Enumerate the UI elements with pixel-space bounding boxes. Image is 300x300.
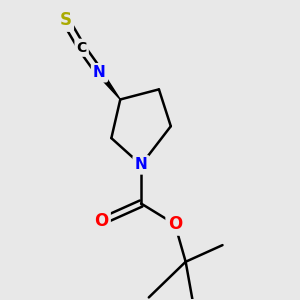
Text: N: N: [135, 158, 148, 172]
Polygon shape: [97, 71, 120, 100]
Text: S: S: [60, 11, 72, 29]
Text: C: C: [76, 41, 87, 55]
Text: O: O: [94, 212, 108, 230]
Text: O: O: [168, 215, 182, 233]
Text: N: N: [93, 65, 106, 80]
